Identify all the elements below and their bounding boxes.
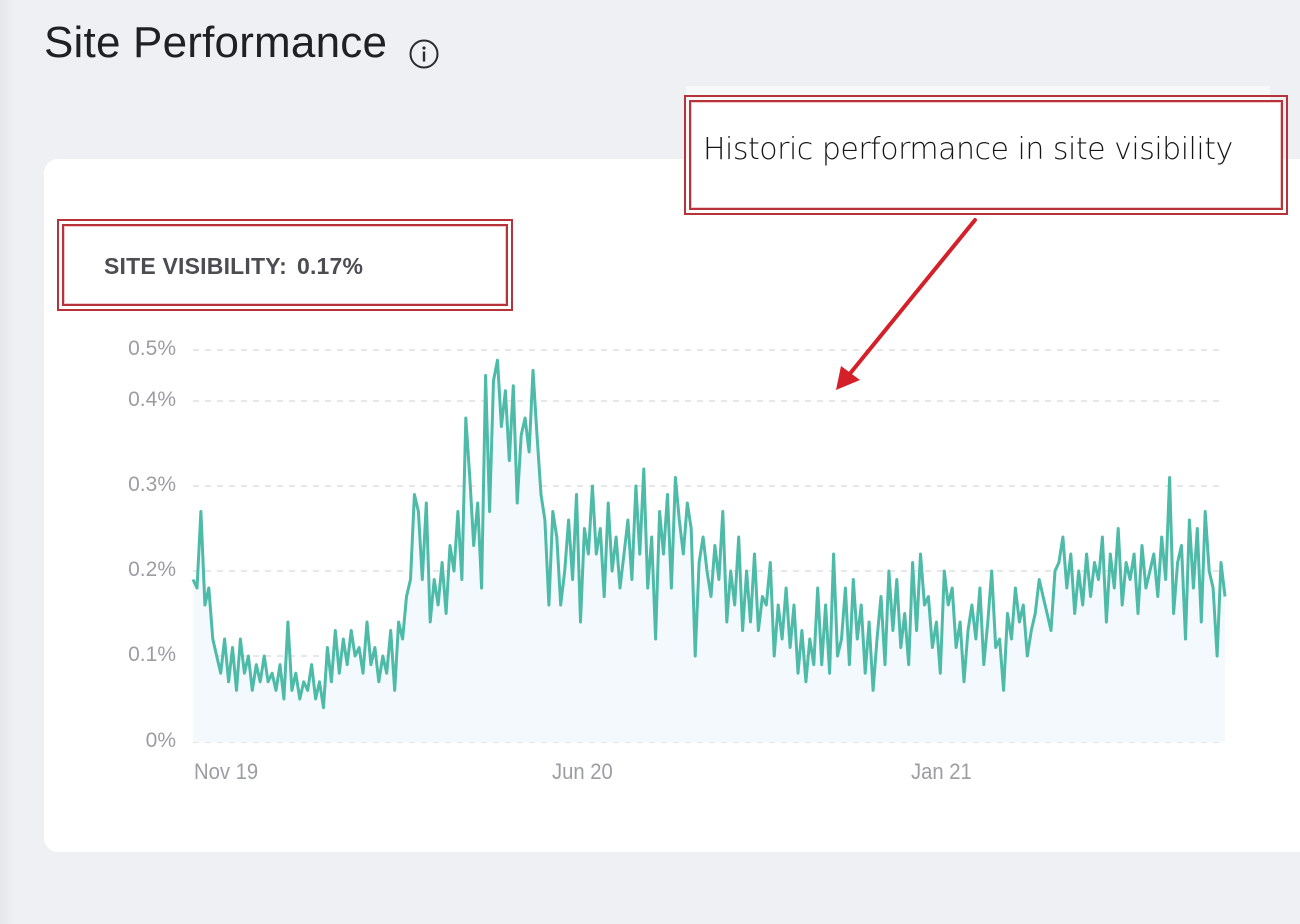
- chart-area-fill: [193, 360, 1225, 742]
- arrow-down-left-icon: [836, 218, 977, 390]
- chart-line: [191, 358, 1227, 710]
- info-circle-icon[interactable]: [409, 30, 439, 69]
- callout-text: Historic performance in site visibility: [703, 132, 1233, 167]
- metric-value: 0.17%: [296, 253, 364, 279]
- left-edge-shade: [0, 0, 16, 924]
- x-tick-label: Jun 20: [552, 759, 613, 784]
- y-tick-label: 0.1%: [128, 643, 176, 666]
- page-title: Site Performance: [44, 18, 439, 69]
- y-tick-label: 0.4%: [128, 388, 176, 411]
- page-title-text: Site Performance: [44, 18, 388, 67]
- x-tick-label: Jan 21: [911, 759, 972, 784]
- y-tick-label: 0.3%: [128, 473, 176, 496]
- y-tick-label: 0.5%: [128, 337, 176, 360]
- callout-annotation-box: Historic performance in site visibility: [684, 95, 1288, 215]
- y-tick-label: 0%: [145, 729, 176, 752]
- y-tick-label: 0.2%: [128, 558, 176, 581]
- site-visibility-metric: SITE VISIBILITY: 0.17%: [104, 253, 363, 280]
- metric-annotation-box: SITE VISIBILITY: 0.17%: [57, 219, 513, 311]
- x-tick-label: Nov 19: [194, 759, 259, 784]
- metric-label: SITE VISIBILITY:: [104, 253, 287, 279]
